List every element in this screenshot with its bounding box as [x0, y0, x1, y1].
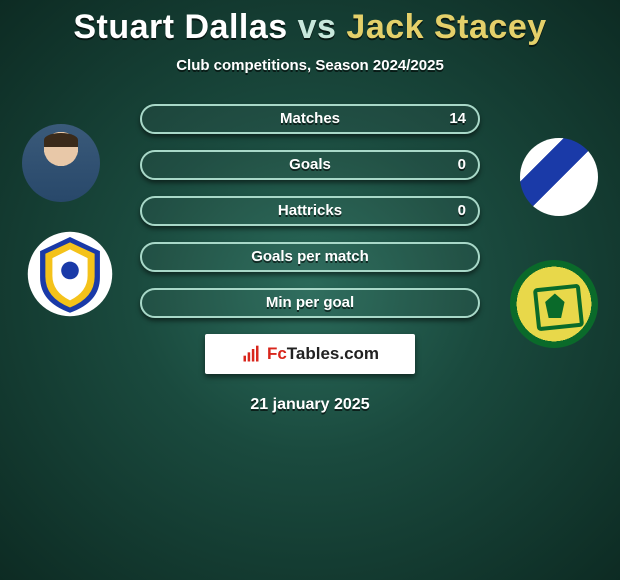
club2-crest: [510, 260, 598, 348]
shield-icon: [26, 230, 114, 318]
stats-list: Matches 14 Goals 0 Hattricks 0 Goals per…: [140, 104, 480, 318]
player2-name: Jack Stacey: [346, 8, 546, 46]
stat-right-value: 0: [458, 152, 466, 178]
player1-name: Stuart Dallas: [73, 8, 287, 46]
stat-row: Goals per match: [140, 242, 480, 272]
subtitle: Club competitions, Season 2024/2025: [0, 57, 620, 74]
branding-badge: FcTables.com: [205, 334, 415, 374]
stat-right-value: 0: [458, 198, 466, 224]
stat-label: Goals: [142, 152, 478, 178]
stat-row: Min per goal: [140, 288, 480, 318]
comparison-title: Stuart Dallas vs Jack Stacey: [0, 0, 620, 47]
brand-rest: Tables.com: [287, 344, 379, 363]
stat-label: Matches: [142, 106, 478, 132]
stat-row: Goals 0: [140, 150, 480, 180]
brand-text: FcTables.com: [267, 344, 379, 364]
vs-label: vs: [298, 8, 337, 46]
stat-label: Min per goal: [142, 290, 478, 316]
chart-bars-icon: [241, 344, 261, 364]
player1-avatar: [22, 124, 100, 202]
date-label: 21 january 2025: [0, 396, 620, 414]
player2-avatar: [520, 138, 598, 216]
club1-crest: [26, 230, 114, 318]
stat-label: Goals per match: [142, 244, 478, 270]
stat-row: Matches 14: [140, 104, 480, 134]
stat-row: Hattricks 0: [140, 196, 480, 226]
stat-label: Hattricks: [142, 198, 478, 224]
brand-fc: Fc: [267, 344, 287, 363]
stat-right-value: 14: [449, 106, 466, 132]
